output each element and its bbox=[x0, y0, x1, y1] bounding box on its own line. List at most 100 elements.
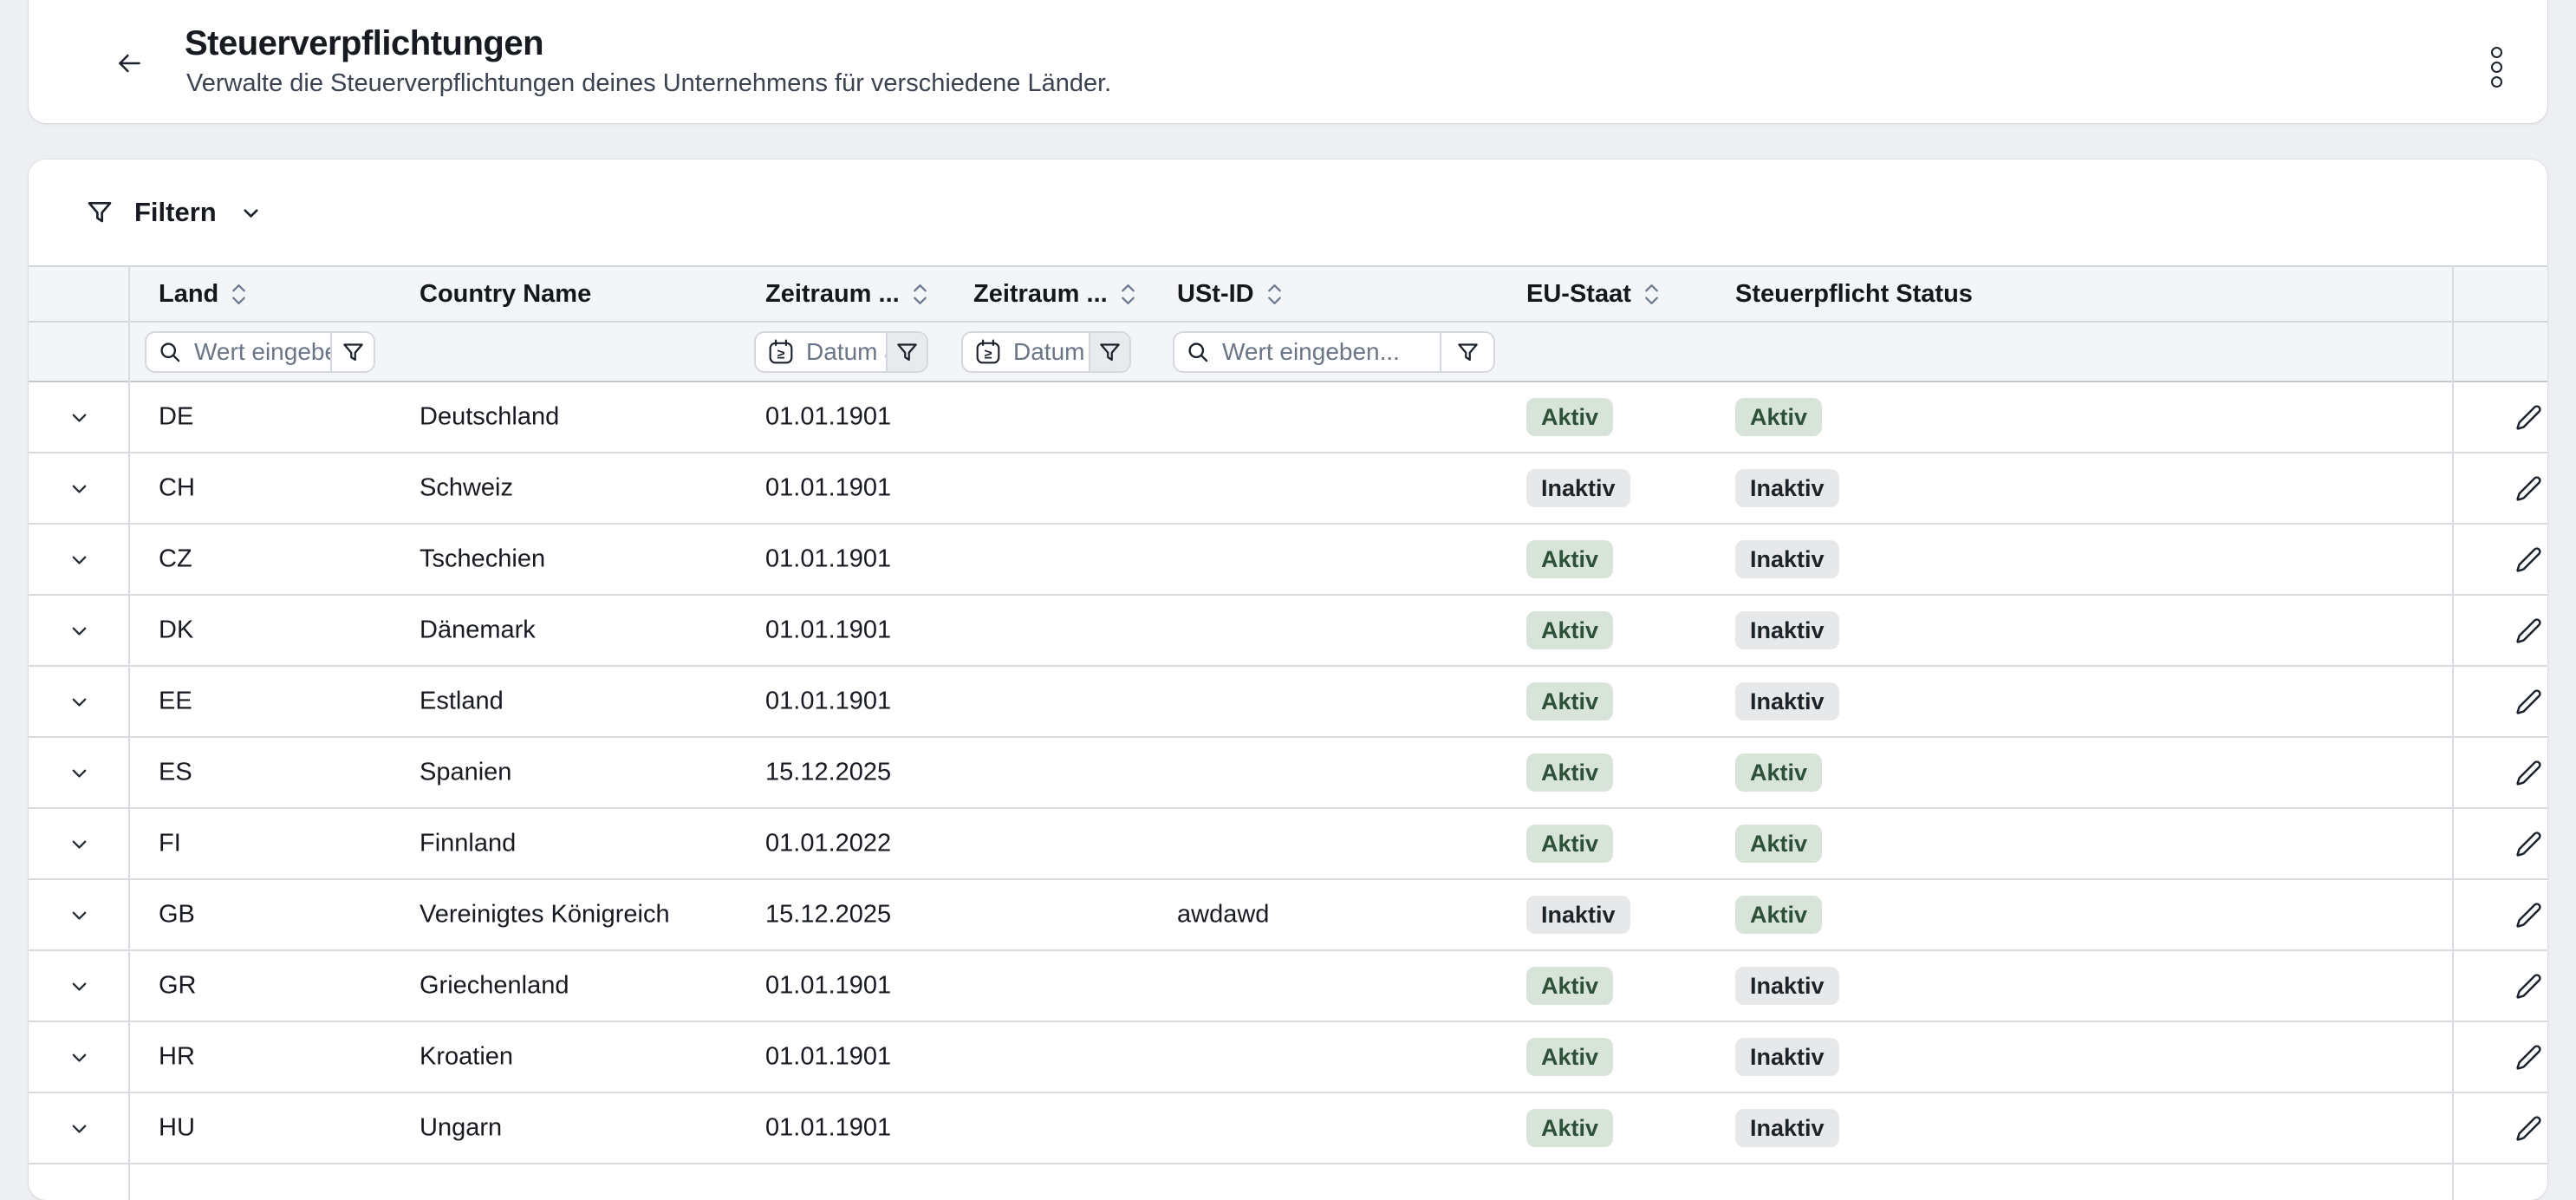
cell-country-name: Vereinigtes Königreich bbox=[420, 900, 670, 929]
zeitraum-bis-filter-placeholder: Datum au bbox=[1013, 338, 1089, 365]
funnel-icon bbox=[1457, 342, 1478, 361]
eu-staat-badge: Aktiv bbox=[1526, 398, 1614, 436]
steuerpflicht-badge: Aktiv bbox=[1735, 825, 1823, 863]
edit-row-button[interactable] bbox=[2509, 896, 2547, 934]
row-expand-button[interactable] bbox=[62, 471, 96, 505]
edit-row-button[interactable] bbox=[2509, 540, 2547, 578]
edit-row-button[interactable] bbox=[2509, 753, 2547, 792]
cell-zeitraum-von: 01.01.2022 bbox=[765, 829, 892, 858]
page-subtitle: Verwalte die Steuerverpflichtungen deine… bbox=[186, 69, 1112, 97]
cell-land: EE bbox=[159, 687, 192, 715]
chevron-down-icon bbox=[72, 982, 86, 991]
cell-zeitraum-von: 15.12.2025 bbox=[765, 758, 892, 786]
row-expand-button[interactable] bbox=[62, 826, 96, 861]
eu-staat-badge: Aktiv bbox=[1526, 1109, 1614, 1147]
land-filter-input[interactable]: Wert eingeben. bbox=[145, 331, 375, 373]
edit-row-button[interactable] bbox=[2509, 825, 2547, 863]
table-row: FI Finnland 01.01.2022 Aktiv Aktiv bbox=[29, 809, 2547, 880]
column-label: Zeitraum ... bbox=[973, 279, 1108, 308]
edit-row-button[interactable] bbox=[2509, 398, 2547, 436]
filter-bar-toggle[interactable]: Filtern bbox=[29, 160, 2547, 265]
chevron-down-icon bbox=[72, 698, 86, 707]
pencil-icon bbox=[2515, 546, 2541, 572]
ust-id-filter-menu-button[interactable] bbox=[1440, 333, 1493, 371]
column-header-country-name[interactable]: Country Name bbox=[420, 267, 591, 321]
sort-icon bbox=[232, 284, 246, 304]
row-expand-button[interactable] bbox=[62, 1040, 96, 1074]
chevron-down-icon bbox=[72, 627, 86, 636]
page-header-card: Steuerverpflichtungen Verwalte die Steue… bbox=[29, 0, 2547, 123]
column-header-zeitraum-bis[interactable]: Zeitraum ... bbox=[973, 267, 1137, 321]
cell-country-name: Estland bbox=[420, 687, 504, 715]
ust-id-filter-placeholder: Wert eingeben... bbox=[1222, 338, 1400, 365]
chevron-down-icon bbox=[72, 556, 86, 564]
cell-zeitraum-von: 01.01.1901 bbox=[765, 402, 892, 431]
cell-country-name: Finnland bbox=[420, 829, 517, 858]
table-row: GB Vereinigtes Königreich 15.12.2025 awd… bbox=[29, 880, 2547, 951]
table-row: EE Estland 01.01.1901 Aktiv Inaktiv bbox=[29, 667, 2547, 738]
row-expand-button[interactable] bbox=[62, 542, 96, 577]
steuerpflicht-badge: Inaktiv bbox=[1735, 1109, 1839, 1147]
chevron-down-icon bbox=[72, 840, 86, 849]
cell-land: CH bbox=[159, 473, 195, 502]
cell-country-name: Kroatien bbox=[420, 1042, 514, 1071]
eu-staat-badge: Aktiv bbox=[1526, 682, 1614, 721]
cell-country-name: Griechenland bbox=[420, 971, 569, 1000]
column-label: Country Name bbox=[420, 279, 592, 308]
row-expand-button[interactable] bbox=[62, 613, 96, 648]
table-row: HU Ungarn 01.01.1901 Aktiv Inaktiv bbox=[29, 1093, 2547, 1164]
chevron-down-icon bbox=[72, 911, 86, 920]
cell-country-name: Spanien bbox=[420, 758, 512, 786]
eu-staat-badge: Inaktiv bbox=[1526, 469, 1630, 507]
arrow-left-icon bbox=[119, 54, 140, 73]
edit-row-button[interactable] bbox=[2509, 967, 2547, 1005]
row-expand-button[interactable] bbox=[62, 1111, 96, 1145]
row-expand-button[interactable] bbox=[62, 755, 96, 790]
row-expand-button[interactable] bbox=[62, 684, 96, 719]
cell-land: HR bbox=[159, 1042, 195, 1071]
chevron-down-icon bbox=[72, 485, 86, 493]
column-label: Zeitraum ... bbox=[765, 279, 900, 308]
chevron-down-icon bbox=[72, 769, 86, 778]
edit-row-button[interactable] bbox=[2509, 682, 2547, 721]
chevron-down-icon bbox=[72, 1125, 86, 1133]
steuerpflicht-badge: Inaktiv bbox=[1735, 611, 1839, 649]
edit-row-button[interactable] bbox=[2509, 1109, 2547, 1147]
cell-zeitraum-von: 01.01.1901 bbox=[765, 1113, 892, 1142]
edit-row-button[interactable] bbox=[2509, 611, 2547, 649]
back-button[interactable] bbox=[112, 47, 146, 80]
row-expand-button[interactable] bbox=[62, 968, 96, 1003]
pencil-icon bbox=[2515, 760, 2541, 786]
cell-land: GR bbox=[159, 971, 197, 1000]
column-header-zeitraum-von[interactable]: Zeitraum ... bbox=[765, 267, 929, 321]
zeitraum-bis-filter-input[interactable]: ≥ Datum au bbox=[961, 331, 1131, 373]
land-filter-placeholder: Wert eingeben. bbox=[194, 338, 330, 365]
row-expand-button[interactable] bbox=[62, 400, 96, 434]
table-card: Filtern Land Country Name Zeitraum ... Z… bbox=[29, 160, 2547, 1200]
eu-staat-badge: Inaktiv bbox=[1526, 896, 1630, 934]
chevron-down-icon bbox=[72, 414, 86, 422]
pencil-icon bbox=[2515, 1115, 2541, 1141]
zeitraum-bis-filter-menu-button[interactable] bbox=[1089, 333, 1129, 371]
more-options-button[interactable] bbox=[2476, 42, 2516, 92]
edit-row-button[interactable] bbox=[2509, 469, 2547, 507]
column-label: USt-ID bbox=[1177, 279, 1254, 308]
kebab-icon bbox=[2490, 46, 2502, 58]
eu-staat-badge: Aktiv bbox=[1526, 967, 1614, 1005]
steuerpflicht-badge: Aktiv bbox=[1735, 753, 1823, 792]
column-header-eu-staat[interactable]: EU-Staat bbox=[1526, 267, 1661, 321]
cell-land: GB bbox=[159, 900, 195, 929]
pencil-icon bbox=[2515, 475, 2541, 501]
column-header-ust-id[interactable]: USt-ID bbox=[1177, 267, 1284, 321]
table-row: GR Griechenland 01.01.1901 Aktiv Inaktiv bbox=[29, 951, 2547, 1022]
cell-country-name: Deutschland bbox=[420, 402, 560, 431]
zeitraum-von-filter-input[interactable]: ≥ Datum au bbox=[754, 331, 928, 373]
table-filter-row: Wert eingeben. ≥ Datum au ≥ Datum au bbox=[29, 323, 2547, 382]
edit-row-button[interactable] bbox=[2509, 1038, 2547, 1076]
zeitraum-von-filter-menu-button[interactable] bbox=[886, 333, 927, 371]
row-expand-button[interactable] bbox=[62, 897, 96, 932]
ust-id-filter-input[interactable]: Wert eingeben... bbox=[1173, 331, 1495, 373]
land-filter-menu-button[interactable] bbox=[330, 333, 374, 371]
cell-zeitraum-von: 01.01.1901 bbox=[765, 616, 892, 644]
column-header-land[interactable]: Land bbox=[159, 267, 248, 321]
